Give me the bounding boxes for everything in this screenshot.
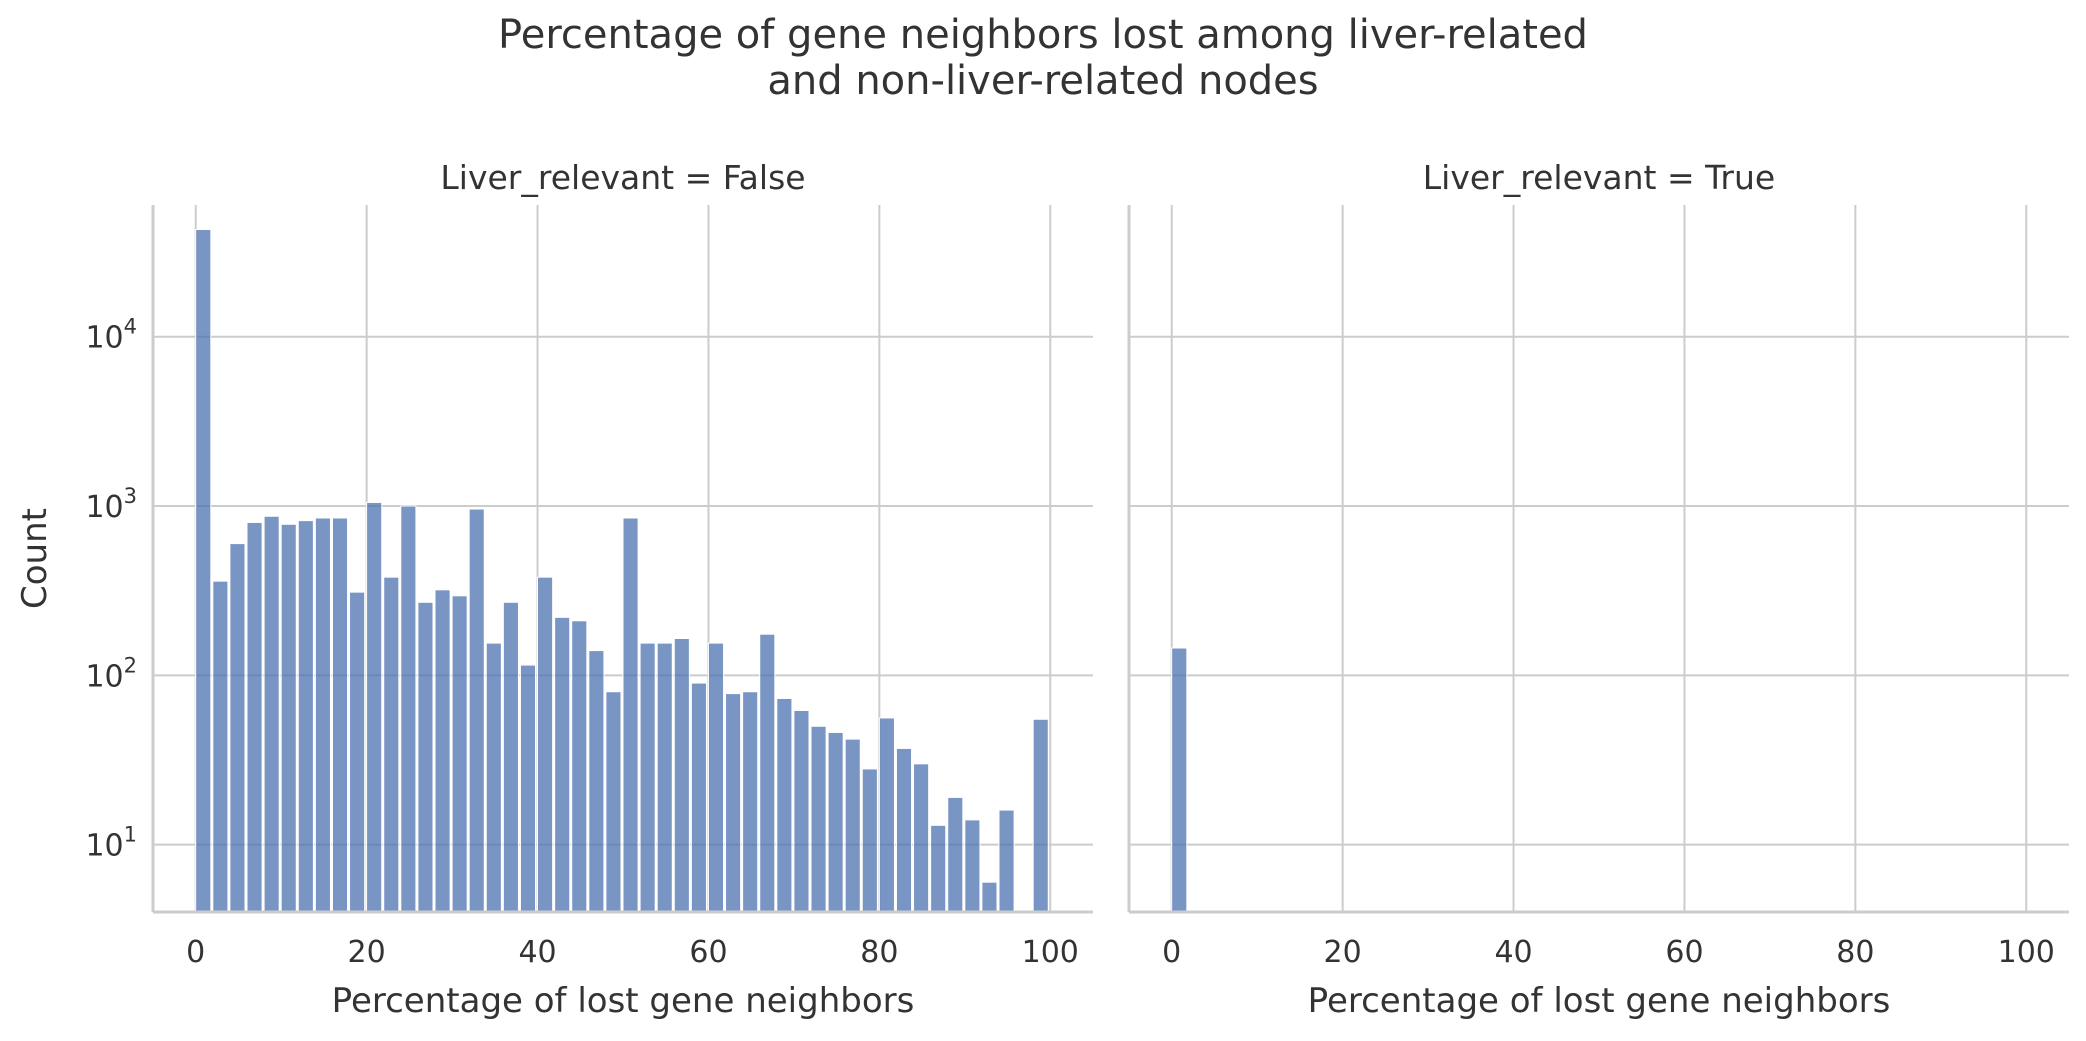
- histogram-bar: [656, 642, 673, 913]
- y-tick-label: 102: [85, 653, 137, 694]
- histogram-bar: [571, 620, 588, 913]
- y-tick-label: 101: [85, 823, 137, 864]
- histogram-bar: [246, 521, 263, 913]
- histogram-bar: [485, 642, 502, 913]
- histogram-bar: [964, 819, 981, 913]
- histogram-bar: [981, 881, 998, 913]
- panel-title: Liver_relevant = True: [1423, 158, 1775, 197]
- histogram-bar: [690, 682, 707, 913]
- x-tick-label: 100: [1998, 935, 2055, 970]
- histogram-bar: [451, 595, 468, 913]
- histogram-bar: [810, 725, 827, 913]
- histogram-bar: [297, 520, 314, 913]
- histogram-bar: [878, 717, 895, 913]
- panel-title: Liver_relevant = False: [440, 158, 805, 197]
- x-tick-label: 40: [518, 935, 556, 970]
- histogram-bar: [554, 616, 571, 913]
- histogram-bar: [1171, 647, 1188, 913]
- x-tick-label: 20: [1324, 935, 1362, 970]
- histogram-bar: [349, 591, 366, 913]
- x-tick-label: 100: [1022, 935, 1079, 970]
- histogram-bar: [588, 650, 605, 913]
- y-tick-label: 104: [85, 315, 137, 356]
- histogram-bar: [742, 691, 759, 913]
- panel-1: 0 20 40 60 80 100 Liver_relevant = True Percent…: [1127, 158, 2069, 1021]
- histogram-bar: [913, 763, 930, 913]
- histogram-bar: [383, 576, 400, 913]
- histogram-bar: [844, 738, 861, 913]
- histogram-bar: [725, 693, 742, 913]
- x-tick-label: 80: [1836, 935, 1874, 970]
- x-axis-label: Percentage of lost gene neighbors: [1308, 981, 1891, 1021]
- chart-title-line2: and non-liver-related nodes: [767, 58, 1319, 104]
- histogram-bar: [434, 589, 451, 913]
- histogram-bar: [280, 523, 297, 913]
- x-tick-label: 60: [689, 935, 727, 970]
- histogram-bar: [468, 508, 485, 913]
- x-tick-label: 0: [186, 935, 205, 970]
- x-tick-label: 80: [860, 935, 898, 970]
- histogram-bar: [314, 517, 331, 913]
- histogram-bar: [212, 580, 229, 913]
- histogram-bar: [605, 691, 622, 913]
- histogram-bar: [195, 228, 212, 913]
- histogram-bar: [793, 709, 810, 913]
- histogram-bar: [861, 768, 878, 913]
- y-axis-label: Count: [15, 508, 55, 609]
- histogram-bar: [417, 601, 434, 913]
- panel-0: 0 20 40 60 80 100 Liver_relevant = False Percen…: [15, 158, 1093, 1021]
- chart-title-line1: Percentage of gene neighbors lost among …: [498, 12, 1588, 58]
- histogram-bar: [519, 664, 537, 913]
- x-tick-label: 40: [1494, 935, 1532, 970]
- x-axis-label: Percentage of lost gene neighbors: [332, 981, 915, 1021]
- histogram-bar: [263, 515, 280, 913]
- histogram-bar: [639, 642, 656, 913]
- x-tick-label: 20: [348, 935, 386, 970]
- histogram-bar: [229, 543, 246, 913]
- histogram-bar: [502, 601, 519, 913]
- histogram-bar: [930, 824, 947, 913]
- histogram-bar: [1032, 718, 1049, 913]
- histogram-bar: [400, 505, 417, 913]
- histogram-bar: [947, 796, 964, 913]
- histogram-bar: [331, 517, 349, 913]
- histogram-bar: [622, 517, 639, 913]
- histogram-bar: [998, 809, 1015, 913]
- histogram-bar: [827, 731, 844, 913]
- histogram-bar: [895, 747, 913, 913]
- histogram-bar: [759, 633, 776, 913]
- histogram-bar: [673, 638, 690, 913]
- histogram-bar: [776, 697, 793, 913]
- y-tick-label: 103: [85, 484, 137, 525]
- x-tick-label: 60: [1665, 935, 1703, 970]
- histogram-bar: [537, 576, 554, 913]
- histogram-bar: [707, 642, 725, 913]
- x-tick-label: 0: [1162, 935, 1181, 970]
- histogram-bar: [366, 501, 383, 913]
